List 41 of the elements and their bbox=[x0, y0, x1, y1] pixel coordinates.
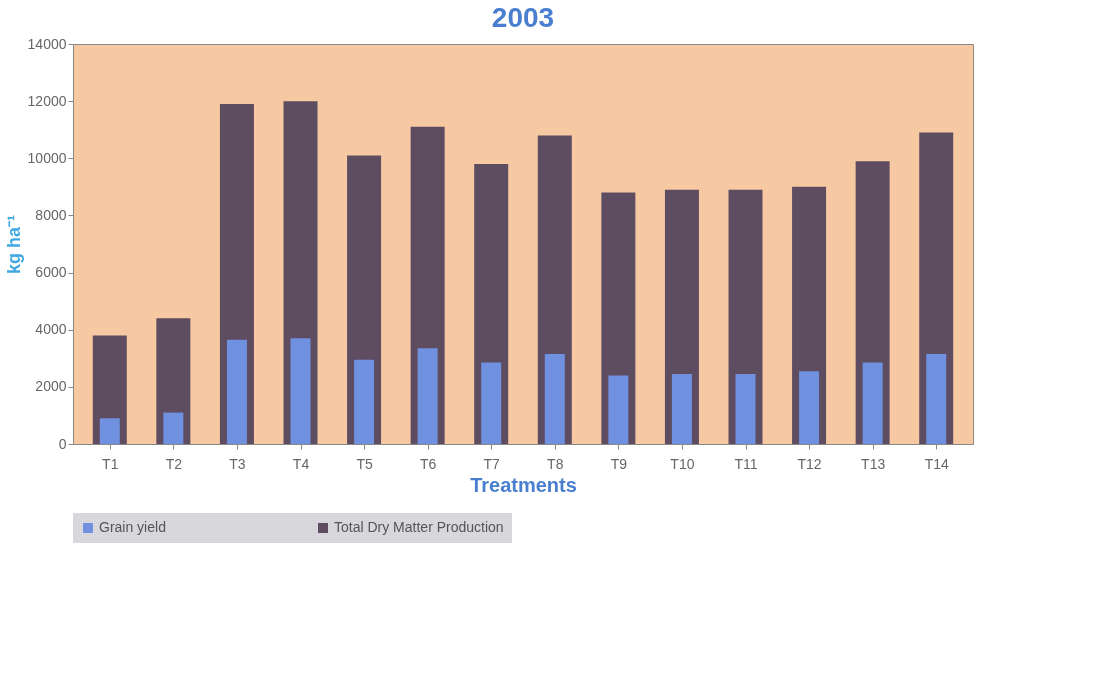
y-tick-label: 8000 bbox=[35, 206, 67, 223]
bar bbox=[481, 362, 502, 444]
x-tick-label: T4 bbox=[292, 455, 310, 472]
x-tick-label: T8 bbox=[547, 455, 564, 472]
y-tick-label: 0 bbox=[58, 435, 67, 452]
bar bbox=[608, 375, 629, 444]
bar bbox=[862, 362, 883, 444]
x-axis-title: Treatments bbox=[470, 473, 577, 496]
x-tick-label: T11 bbox=[734, 455, 758, 472]
y-tick-label: 4000 bbox=[35, 321, 67, 338]
y-tick-label: 14000 bbox=[27, 35, 67, 52]
x-tick-label: T5 bbox=[356, 455, 373, 472]
x-tick-label: T2 bbox=[165, 455, 183, 472]
x-tick-label: T1 bbox=[102, 455, 119, 472]
y-axis-title: kg ha⁻¹ bbox=[3, 214, 24, 275]
bar bbox=[671, 374, 692, 444]
legend-label: Total Dry Matter Production bbox=[334, 519, 504, 535]
bar bbox=[417, 348, 438, 444]
x-tick-label: T9 bbox=[610, 455, 628, 472]
bar bbox=[99, 418, 120, 444]
bar bbox=[799, 371, 820, 444]
x-tick-label: T13 bbox=[861, 455, 886, 472]
x-tick-label: T12 bbox=[797, 455, 822, 472]
y-tick-label: 12000 bbox=[27, 92, 67, 109]
bar bbox=[735, 374, 756, 444]
x-tick-label: T10 bbox=[670, 455, 695, 472]
x-tick-label: T6 bbox=[419, 455, 437, 472]
y-tick-label: 6000 bbox=[35, 264, 67, 281]
bar bbox=[544, 354, 565, 444]
bar bbox=[354, 359, 375, 444]
x-tick-label: T14 bbox=[924, 455, 949, 472]
bar bbox=[926, 354, 947, 444]
bar bbox=[290, 338, 311, 444]
x-tick-label: T7 bbox=[483, 455, 501, 472]
chart-title: 2003 bbox=[491, 2, 555, 33]
y-tick-label: 10000 bbox=[27, 149, 67, 166]
bar bbox=[163, 412, 184, 444]
y-tick-label: 2000 bbox=[35, 378, 67, 395]
bar bbox=[226, 339, 247, 444]
x-tick-label: T3 bbox=[229, 455, 246, 472]
legend-label: Grain yield bbox=[99, 519, 166, 535]
